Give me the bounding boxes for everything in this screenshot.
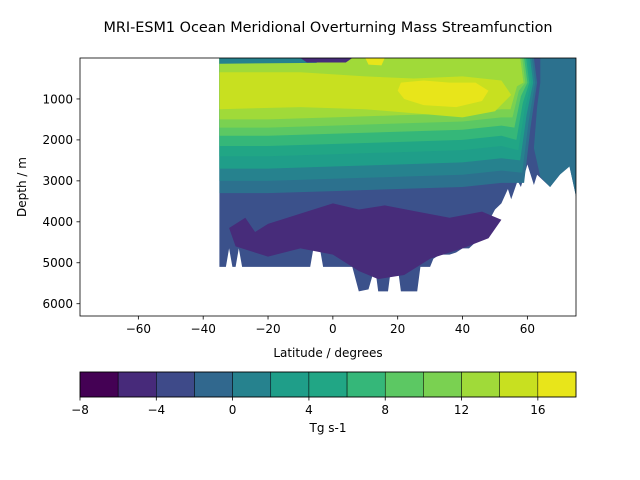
- y-axis-ticks: 1000 2000 3000 4000 5000 6000: [42, 92, 80, 311]
- colorbar-cell: [346, 371, 386, 398]
- y-axis-label: Depth / m: [15, 157, 29, 217]
- x-tick-label: 20: [390, 322, 405, 336]
- y-tick-label: 5000: [42, 256, 73, 270]
- colorbar-tick-label: 8: [381, 403, 389, 417]
- colorbar-ticks: −8 −4 0 4 8 12 16: [71, 397, 545, 417]
- y-tick-label: 6000: [42, 297, 73, 311]
- x-tick-label: −20: [255, 322, 280, 336]
- streamfunction-contours: [219, 58, 576, 292]
- colorbar-label: Tg s-1: [309, 421, 347, 435]
- contour-band: [533, 58, 576, 197]
- contour-band: [300, 58, 353, 63]
- colorbar-tick-label: 16: [530, 403, 545, 417]
- x-tick-label: −40: [191, 322, 216, 336]
- y-tick-label: 1000: [42, 92, 73, 106]
- x-axis-label: Latitude / degrees: [273, 346, 382, 360]
- chart-title: MRI-ESM1 Ocean Meridional Overturning Ma…: [103, 20, 552, 36]
- contour-band: [365, 58, 385, 66]
- colorbar-tick-label: 0: [229, 403, 237, 417]
- colorbar: −8 −4 0 4 8 12 16 Tg s-1: [71, 371, 577, 435]
- contour-band: [397, 80, 489, 108]
- colorbar-tick-label: −4: [147, 403, 165, 417]
- contour-band: [219, 58, 317, 64]
- colorbar-cell: [461, 371, 500, 398]
- y-tick-label: 2000: [42, 133, 73, 147]
- colorbar-cell: [499, 371, 539, 398]
- colorbar-cell: [270, 371, 310, 398]
- colorbar-tick-label: −8: [71, 403, 89, 417]
- colorbar-cell: [117, 371, 157, 398]
- colorbar-cell: [384, 371, 424, 398]
- colorbar-cell: [232, 371, 272, 398]
- colorbar-cell: [537, 371, 577, 398]
- y-tick-label: 3000: [42, 174, 73, 188]
- colorbar-cell: [194, 371, 233, 398]
- contour-band: [229, 203, 502, 280]
- colorbar-cell: [308, 371, 348, 398]
- plot-area: −60 −40 −20 0 20 40 60 1000 2000 3000 4000 5000 600…: [15, 57, 577, 360]
- colorbar-frame: [79, 371, 577, 398]
- x-tick-label: 0: [329, 322, 337, 336]
- x-tick-label: 60: [520, 322, 535, 336]
- colorbar-cells: [79, 371, 577, 398]
- colorbar-cell: [423, 371, 462, 398]
- colorbar-tick-label: 12: [454, 403, 469, 417]
- colorbar-tick-label: 4: [305, 403, 313, 417]
- colorbar-cell: [156, 371, 195, 398]
- plot-frame: [79, 57, 577, 317]
- x-axis-ticks: −60 −40 −20 0 20 40 60: [126, 316, 535, 336]
- y-tick-label: 4000: [42, 215, 73, 229]
- x-tick-label: −60: [126, 322, 151, 336]
- x-tick-label: 40: [455, 322, 470, 336]
- colorbar-cell: [79, 371, 119, 398]
